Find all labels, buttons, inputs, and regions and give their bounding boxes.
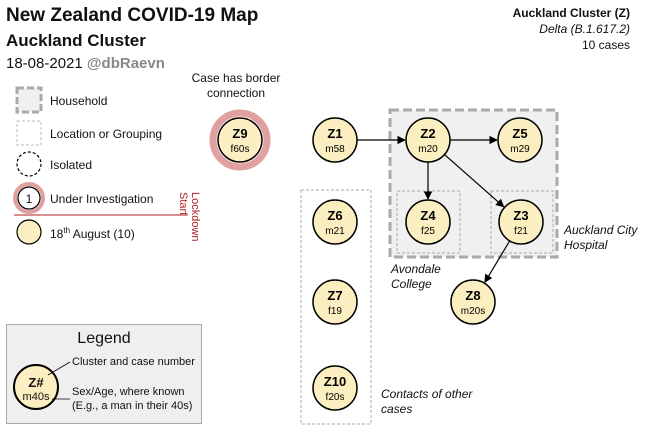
case-circle (450, 279, 496, 325)
case-sexage: m21 (325, 226, 345, 237)
case-sexage: m20 (418, 144, 438, 155)
case-circle (405, 117, 451, 163)
case-sexage: f21 (514, 226, 528, 237)
legend-title: Legend (77, 330, 131, 347)
case-circle (312, 365, 358, 411)
key-date-label: 18th August (10) (50, 226, 135, 241)
border-connection-ring (209, 109, 271, 171)
key-date-symbol (16, 219, 42, 245)
key-investigation-label: Under Investigation (50, 192, 154, 206)
auckland-hospital-box (490, 190, 554, 254)
cases-layer: Z1m58Z2m20Z3f21Z4f25Z5m29Z6m21Z7f19Z8m20… (209, 109, 544, 411)
key-household-label: Household (50, 94, 108, 108)
cluster-case-count: 10 cases (581, 38, 630, 52)
key-location-symbol (16, 120, 42, 146)
links-layer (357, 135, 511, 283)
cluster-variant: Delta (B.1.617.2) (539, 22, 630, 36)
case-sexage: m29 (510, 144, 530, 155)
case-circle (217, 117, 263, 163)
legend-desc-cluster: Cluster and case number (72, 356, 195, 368)
contacts-box (300, 189, 372, 425)
date-text: 18-08-2021 (6, 55, 83, 72)
date-line: 18-08-2021 @dbRaevn (6, 55, 165, 72)
border-connection-note: Case has border connection (191, 71, 281, 100)
case-id: Z1 (327, 126, 342, 141)
case-sexage: f60s (231, 144, 250, 155)
case-sexage: f25 (421, 226, 435, 237)
case-sexage: f20s (326, 392, 345, 403)
case-id: Z5 (512, 126, 527, 141)
avondale-college-label: Avondale College (391, 262, 441, 291)
link-z2-z3 (444, 154, 505, 208)
case-circle (498, 199, 544, 245)
legend-sample-circle (13, 364, 59, 410)
author-handle: @dbRaevn (86, 55, 165, 72)
legend-desc-sexage: Sex/Age, where known (72, 386, 185, 398)
case-sexage: m20s (461, 306, 485, 317)
case-circle (312, 199, 358, 245)
case-circle (312, 279, 358, 325)
case-id: Z9 (232, 126, 247, 141)
link-z3-z8 (484, 240, 511, 283)
key-investigation-ring (13, 182, 45, 214)
case-id: Z7 (327, 288, 342, 303)
cluster-name: Auckland Cluster (Z) (512, 6, 630, 20)
case-id: Z4 (420, 208, 436, 223)
legend-sample-id: Z# (28, 375, 44, 390)
legend-pointer-cluster-inner (47, 361, 71, 376)
lockdown-start-label: Lockdown Start (177, 192, 201, 242)
legend-desc-example: (E.g., a man in their 40s) (72, 400, 193, 412)
legend-sample-canvas (13, 361, 71, 410)
key-isolated-label: Isolated (50, 158, 93, 172)
key-investigation-number: 1 (25, 192, 33, 206)
case-node-z9: Z9 f60s (209, 109, 271, 171)
key-household-symbol (15, 86, 43, 114)
key-location-label: Location or Grouping (50, 127, 163, 141)
case-id: Z10 (324, 374, 346, 389)
legend-sample-age: m40s (22, 391, 50, 403)
page-subtitle: Auckland Cluster (6, 31, 146, 50)
case-node-z8: Z8 m20s (450, 279, 496, 325)
case-sexage: f19 (328, 306, 342, 317)
case-id: Z8 (465, 288, 480, 303)
case-id: Z3 (513, 208, 528, 223)
case-circle (497, 117, 543, 163)
case-circle (405, 199, 451, 245)
page-title: New Zealand COVID-19 Map (6, 5, 259, 26)
key-isolated-symbol (16, 151, 42, 177)
auckland-hospital-label: Auckland City Hospital (564, 223, 638, 252)
case-id: Z6 (327, 208, 342, 223)
case-node-z10: Z10 f20s (312, 365, 358, 411)
case-id: Z2 (420, 126, 435, 141)
key-investigation-symbol (17, 186, 41, 210)
contacts-label: Contacts of other cases (381, 387, 473, 416)
case-sexage: m58 (325, 144, 345, 155)
case-circle (312, 117, 358, 163)
